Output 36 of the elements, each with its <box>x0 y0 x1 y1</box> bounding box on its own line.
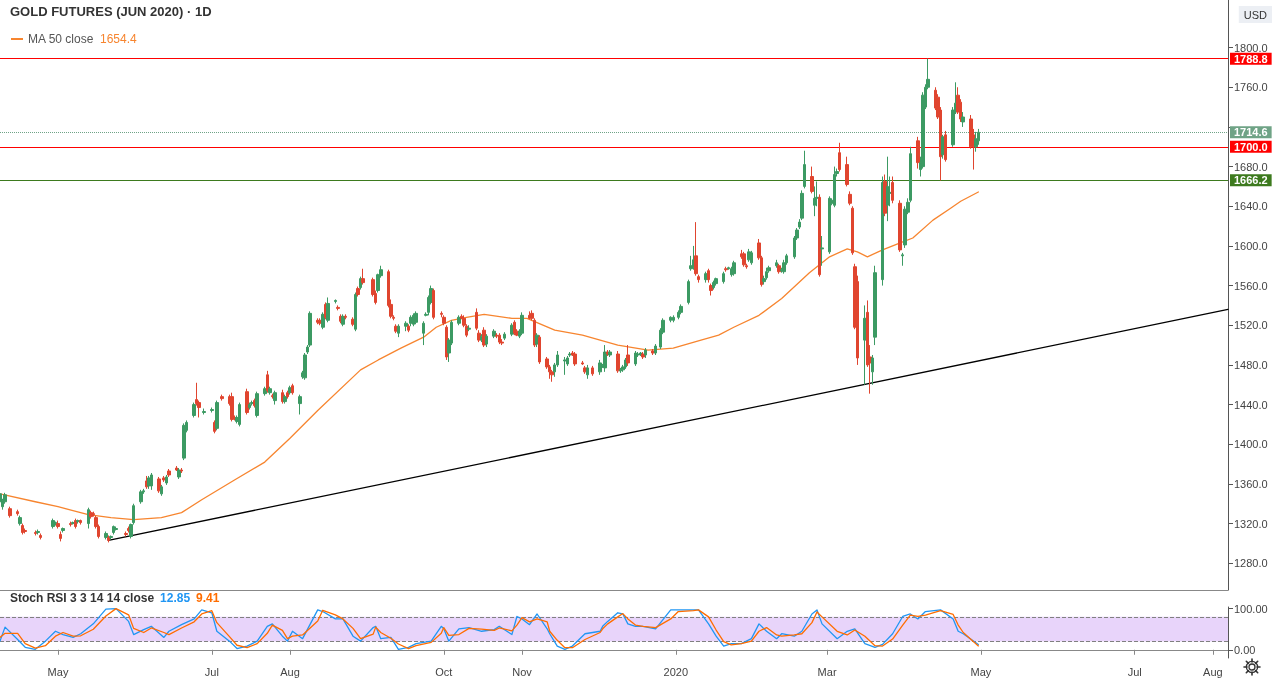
y-tick-label: 1760.0 <box>1234 81 1268 94</box>
chart-title: Stoch RSI 3 3 14 14 close <box>10 591 155 605</box>
y-tick-label: 0.00 <box>1234 643 1256 656</box>
chart-title: GOLD FUTURES (JUN 2020) · 1D <box>10 4 212 19</box>
x-tick-label: Aug <box>280 665 300 678</box>
x-tick-label: Nov <box>512 665 533 678</box>
y-tick-label: 1360.0 <box>1234 477 1268 490</box>
y-tick-label: 1320.0 <box>1234 517 1268 530</box>
ref-line-label: 1788.8 <box>1234 52 1268 65</box>
y-tick-label: 1800.0 <box>1234 41 1268 54</box>
text: 12.85 <box>160 591 191 605</box>
ref-line-label: 1700.0 <box>1234 140 1268 153</box>
y-tick-label: 1560.0 <box>1234 279 1268 292</box>
y-tick-label: 1480.0 <box>1234 358 1268 371</box>
y-tick-label: 1520.0 <box>1234 319 1268 332</box>
x-tick-label: Aug <box>1203 665 1223 678</box>
x-tick-label: May <box>47 665 69 678</box>
y-tick-label: 1400.0 <box>1234 438 1268 451</box>
y-tick-label: 1440.0 <box>1234 398 1268 411</box>
ref-line-label: 1714.6 <box>1234 126 1268 139</box>
y-axis-title: USD <box>1243 8 1268 21</box>
x-tick-label: Mar <box>817 665 837 678</box>
ref-line-label: 1666.2 <box>1234 174 1268 187</box>
x-tick-label: May <box>970 665 992 678</box>
y-tick-label: 1680.0 <box>1234 160 1268 173</box>
y-tick-label: 100.00 <box>1234 602 1268 615</box>
y-tick-label: 1640.0 <box>1234 200 1268 213</box>
x-tick-label: Oct <box>435 665 453 678</box>
legend-label: MA 50 close <box>28 32 94 46</box>
y-tick-label: 1600.0 <box>1234 239 1268 252</box>
x-tick-label: Jul <box>204 665 219 678</box>
annotation: 1654.4 <box>100 32 138 46</box>
x-tick-label: 2020 <box>663 665 689 678</box>
y-tick-label: 1280.0 <box>1234 557 1268 570</box>
text: 9.41 <box>196 591 220 605</box>
x-tick-label: Jul <box>1127 665 1142 678</box>
